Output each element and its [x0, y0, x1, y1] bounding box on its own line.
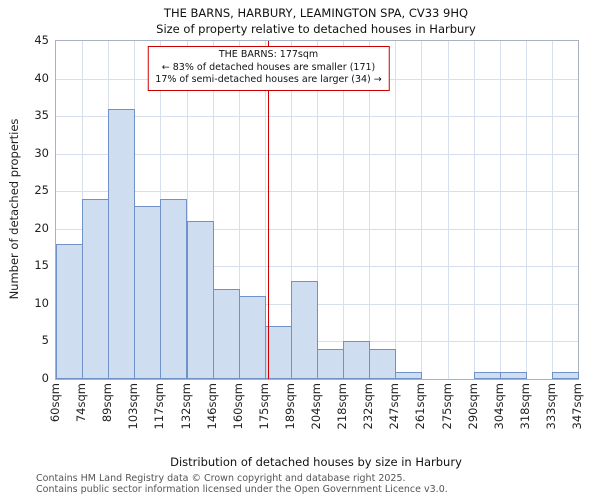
footer-attribution-line-2: Contains public sector information licen… — [36, 484, 448, 495]
v-gridline — [499, 41, 501, 379]
x-tick-label: 290sqm — [465, 383, 480, 430]
annotation-line-1: THE BARNS: 177sqm — [218, 49, 319, 60]
x-tick-label: 247sqm — [387, 383, 402, 430]
x-tick-label: 218sqm — [335, 383, 350, 430]
histogram-bar — [108, 108, 136, 379]
y-tick-label: 0 — [41, 371, 49, 385]
x-tick-label: 275sqm — [439, 383, 454, 430]
histogram-bar — [264, 326, 292, 379]
histogram-bar — [343, 341, 371, 379]
histogram-bar — [290, 281, 318, 379]
v-gridline — [212, 41, 214, 379]
x-tick-label: 189sqm — [282, 383, 297, 430]
histogram-bar — [160, 198, 188, 379]
histogram-bar — [369, 348, 397, 379]
footer-attribution-line-1: Contains HM Land Registry data © Crown c… — [36, 473, 406, 484]
y-tick-label: 20 — [34, 220, 49, 235]
v-gridline — [317, 41, 318, 379]
histogram-bar — [238, 296, 266, 379]
histogram-bar — [473, 371, 501, 379]
x-tick-label: 318sqm — [517, 383, 532, 430]
v-gridline — [447, 41, 449, 379]
y-tick-label: 5 — [41, 333, 49, 348]
x-tick-label: 117sqm — [152, 383, 167, 430]
histogram-bar — [134, 206, 162, 379]
x-tick-label: 175sqm — [256, 383, 271, 430]
histogram-bar — [551, 371, 579, 379]
x-tick-label: 146sqm — [204, 383, 219, 430]
x-tick-label: 347sqm — [570, 383, 584, 430]
y-tick-label: 30 — [34, 145, 49, 160]
x-tick-label: 204sqm — [309, 383, 323, 430]
v-gridline — [421, 41, 423, 379]
x-axis-ticks: 60sqm 74sqm 89sqm 103sqm 117sqm 132sqm 146sqm 1… — [48, 379, 584, 459]
v-gridline — [264, 41, 266, 379]
y-tick-label: 25 — [34, 183, 49, 198]
annotation-line-3: 17% of semi-detached houses are larger (… — [155, 74, 382, 85]
x-tick-label: 89sqm — [100, 383, 115, 423]
x-axis-label: Distribution of detached houses by size … — [170, 455, 462, 469]
v-gridline — [473, 41, 475, 379]
x-tick-label: 103sqm — [126, 383, 141, 430]
y-tick-label: 10 — [34, 295, 49, 310]
histogram-bar — [56, 243, 84, 379]
v-gridline — [290, 41, 292, 379]
histogram-bar — [317, 348, 345, 379]
v-gridline — [238, 41, 240, 379]
v-gridline — [369, 41, 371, 379]
y-tick-label: 15 — [34, 258, 49, 273]
chart-subtitle: Size of property relative to detached ho… — [156, 22, 476, 36]
v-gridline — [343, 41, 345, 379]
v-gridline — [551, 41, 553, 379]
annotation-box: THE BARNS: 177sqm ← 83% of detached hous… — [147, 46, 390, 91]
x-tick-label: 132sqm — [178, 383, 193, 430]
x-tick-label: 304sqm — [491, 383, 506, 430]
x-tick-label: 333sqm — [543, 383, 558, 430]
histogram-bar — [82, 198, 110, 379]
x-tick-label: 60sqm — [48, 383, 62, 423]
v-gridline — [395, 41, 397, 379]
subject-property-marker-line — [267, 41, 270, 379]
x-tick-label: 160sqm — [230, 383, 245, 430]
histogram-bar — [186, 221, 214, 379]
y-tick-label: 40 — [34, 70, 49, 85]
y-tick-label: 35 — [34, 108, 49, 123]
x-tick-label: 261sqm — [413, 383, 428, 430]
x-tick-label: 232sqm — [361, 383, 376, 430]
y-tick-label: 45 — [34, 33, 49, 47]
histogram-bar — [395, 371, 423, 379]
histogram-bar — [499, 371, 527, 379]
histogram-bar — [212, 288, 240, 379]
chart-title: THE BARNS, HARBURY, LEAMINGTON SPA, CV33… — [163, 6, 469, 20]
v-gridline — [525, 41, 527, 379]
annotation-line-2: ← 83% of detached houses are smaller (17… — [161, 61, 376, 73]
x-tick-label: 74sqm — [74, 383, 89, 423]
plot-area: THE BARNS: 177sqm ← 83% of detached hous… — [55, 40, 579, 380]
